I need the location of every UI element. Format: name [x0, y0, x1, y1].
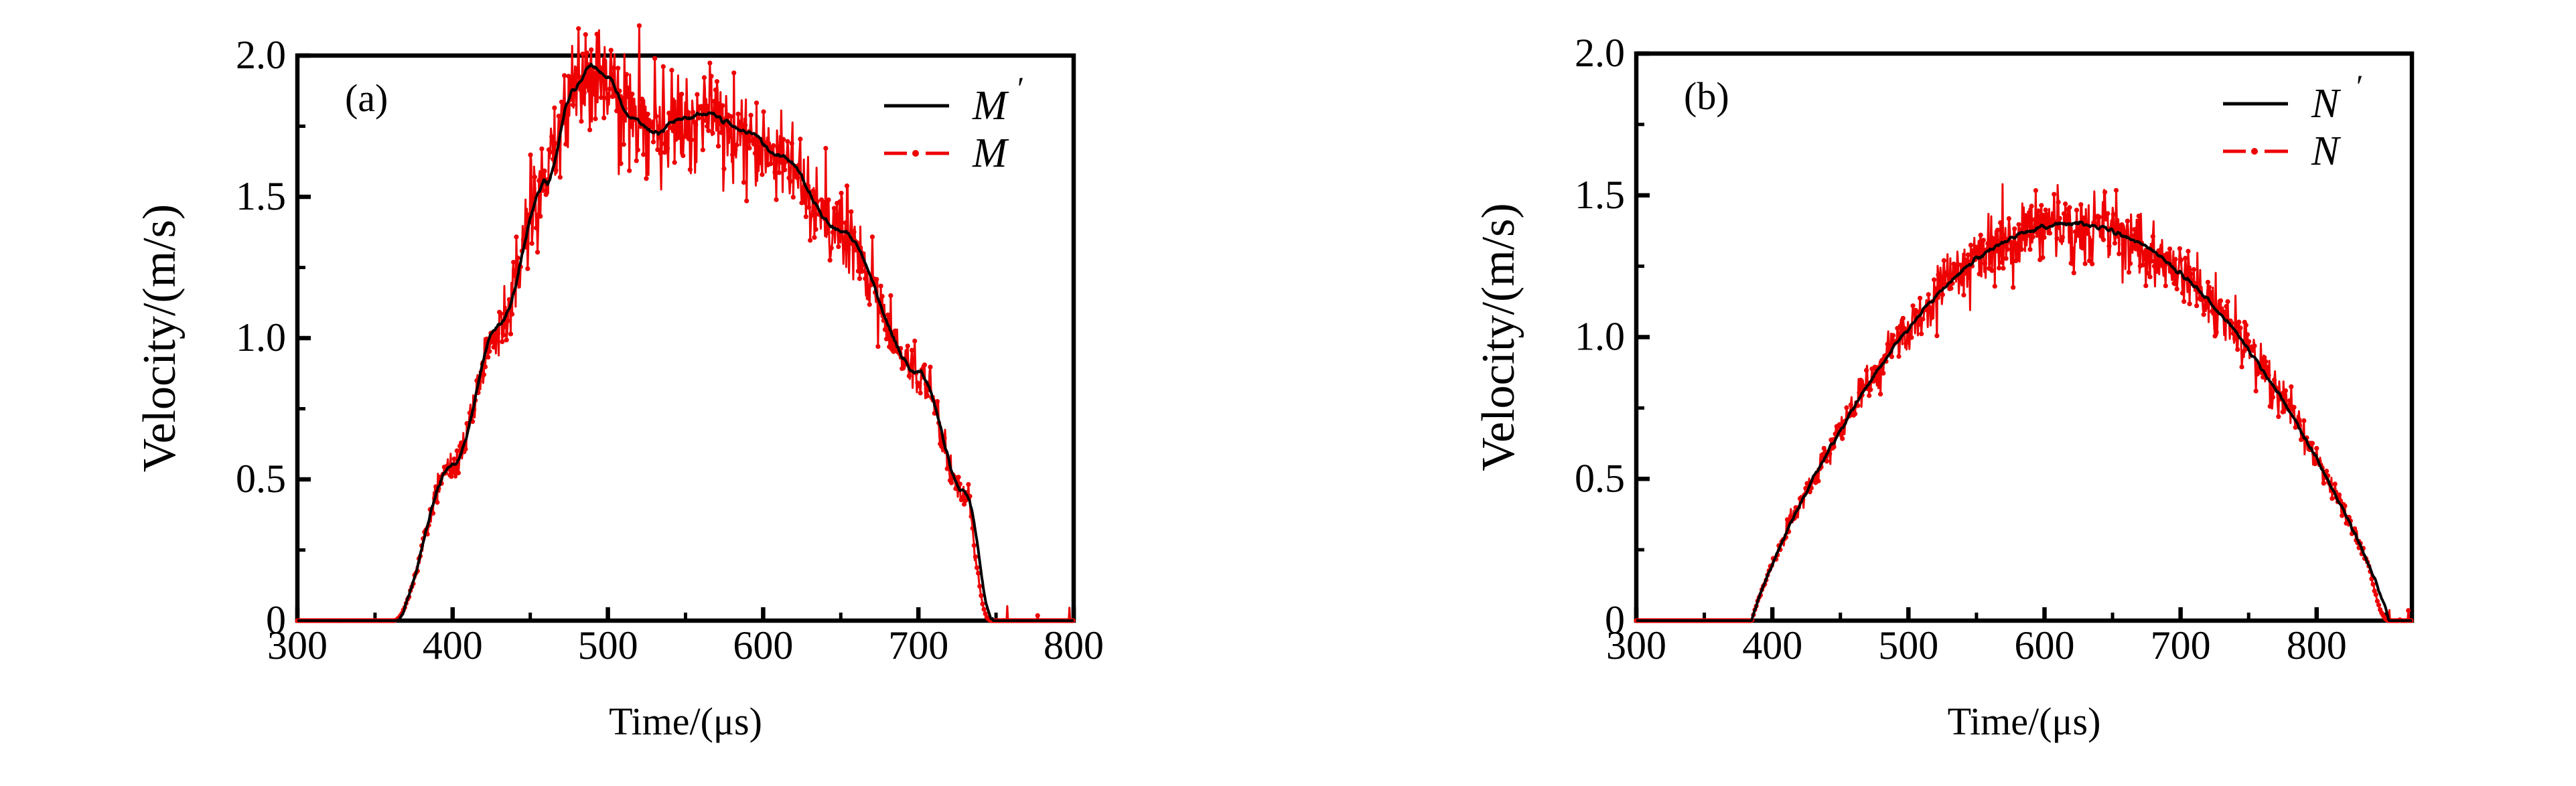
- svg-text:0.5: 0.5: [236, 457, 286, 501]
- svg-text:N: N: [2311, 129, 2342, 174]
- svg-text:0: 0: [266, 598, 286, 642]
- svg-text:N: N: [2311, 81, 2342, 127]
- svg-text:M: M: [972, 131, 1009, 176]
- svg-text:1.5: 1.5: [236, 174, 286, 218]
- svg-text:Time/(μs): Time/(μs): [609, 700, 762, 743]
- svg-text:(a): (a): [345, 76, 388, 120]
- svg-text:1.0: 1.0: [1575, 315, 1625, 359]
- svg-text:1.0: 1.0: [236, 315, 286, 360]
- svg-text:500: 500: [578, 623, 638, 667]
- svg-text:M: M: [972, 83, 1009, 129]
- svg-text:0.5: 0.5: [1575, 456, 1625, 500]
- svg-text:700: 700: [888, 623, 948, 667]
- svg-text:′: ′: [2354, 69, 2362, 104]
- svg-text:600: 600: [2015, 623, 2075, 667]
- svg-text:Velocity/(m/s): Velocity/(m/s): [1473, 203, 1524, 471]
- svg-text:Velocity/(m/s): Velocity/(m/s): [134, 204, 186, 472]
- svg-text:700: 700: [2151, 623, 2211, 667]
- svg-text:(b): (b): [1684, 74, 1729, 118]
- svg-text:500: 500: [1878, 623, 1938, 667]
- svg-text:2.0: 2.0: [1575, 31, 1625, 75]
- svg-text:400: 400: [423, 623, 483, 667]
- svg-text:1.5: 1.5: [1575, 173, 1625, 217]
- svg-text:2.0: 2.0: [236, 33, 286, 77]
- svg-text:800: 800: [1044, 623, 1104, 667]
- svg-text:Time/(μs): Time/(μs): [1948, 700, 2101, 743]
- svg-text:600: 600: [733, 623, 793, 667]
- svg-text:400: 400: [1742, 623, 1802, 667]
- svg-text:′: ′: [1015, 71, 1023, 106]
- svg-text:800: 800: [2287, 623, 2347, 667]
- svg-text:0: 0: [1605, 598, 1625, 642]
